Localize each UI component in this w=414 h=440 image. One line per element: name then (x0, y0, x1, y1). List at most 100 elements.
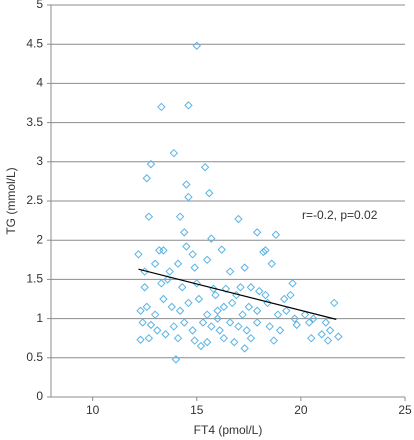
point (240, 344, 249, 353)
point (211, 290, 220, 300)
point (200, 163, 210, 172)
point (325, 326, 335, 335)
point (184, 192, 193, 202)
point (334, 332, 343, 341)
point (180, 318, 189, 327)
point (192, 41, 201, 50)
point (259, 247, 268, 257)
point (236, 283, 245, 292)
point (225, 267, 235, 276)
y-tick-label: 0.5 (26, 350, 43, 364)
point (180, 228, 189, 237)
point (144, 333, 154, 343)
point (198, 318, 208, 327)
point (252, 306, 262, 315)
point (300, 310, 310, 319)
point (246, 283, 256, 292)
point (323, 336, 333, 345)
point (161, 330, 170, 339)
point (213, 306, 222, 315)
point (165, 267, 174, 276)
point (242, 326, 251, 335)
point (240, 263, 249, 272)
point (252, 318, 262, 327)
y-tick-label: 1.5 (26, 272, 43, 286)
point (265, 322, 274, 331)
point (230, 337, 239, 347)
point (205, 188, 214, 198)
point (196, 341, 206, 351)
point (188, 250, 197, 259)
point (190, 263, 199, 272)
x-tick-label: 20 (294, 403, 308, 417)
y-tick-label: 4.5 (26, 36, 43, 50)
point (194, 294, 204, 304)
point (217, 245, 226, 254)
y-tick-label: 5 (36, 0, 43, 11)
point (163, 275, 172, 284)
point (292, 320, 301, 330)
y-tick-label: 3 (36, 154, 43, 168)
point (219, 302, 229, 312)
y-tick-label: 1 (36, 311, 43, 325)
point (288, 279, 297, 288)
point (142, 302, 151, 312)
point (134, 250, 143, 259)
x-tick-label: 15 (190, 403, 204, 417)
point (225, 318, 235, 327)
point (227, 298, 237, 308)
point (138, 318, 147, 327)
point (255, 286, 264, 296)
point (207, 234, 216, 243)
point (252, 228, 262, 237)
point (275, 326, 285, 335)
point (244, 302, 254, 312)
point (238, 310, 247, 319)
point (136, 306, 145, 315)
y-axis-label: TG (mmol/L) (4, 167, 18, 234)
point (182, 180, 191, 189)
point (152, 326, 162, 335)
point (171, 355, 181, 364)
point (175, 306, 185, 315)
point (290, 314, 299, 323)
point (215, 326, 224, 335)
point (309, 314, 318, 323)
point (150, 259, 160, 268)
point (157, 102, 166, 112)
point (169, 148, 179, 158)
x-tick-label: 25 (398, 403, 412, 417)
point (175, 212, 185, 221)
trend-line (138, 268, 337, 320)
point (202, 255, 212, 265)
y-tick-label: 2 (36, 232, 43, 246)
point (267, 259, 276, 268)
y-tick-label: 0 (36, 389, 43, 403)
point (192, 279, 201, 288)
point (157, 279, 166, 288)
point (144, 212, 154, 221)
point (142, 174, 151, 183)
point (146, 159, 156, 169)
x-tick-label: 10 (86, 403, 100, 417)
point (246, 333, 256, 343)
point (190, 336, 199, 345)
point (184, 101, 193, 110)
point (188, 326, 197, 335)
point (159, 246, 168, 255)
point (202, 337, 212, 347)
point (167, 302, 176, 312)
point (173, 259, 183, 268)
point (282, 306, 291, 315)
point (317, 330, 326, 339)
point (307, 333, 316, 343)
point (261, 290, 270, 300)
point (221, 284, 231, 294)
point (271, 230, 281, 239)
point (184, 298, 193, 308)
point (150, 310, 160, 319)
point (140, 283, 149, 292)
y-tick-label: 4 (36, 76, 43, 90)
point (234, 214, 243, 224)
